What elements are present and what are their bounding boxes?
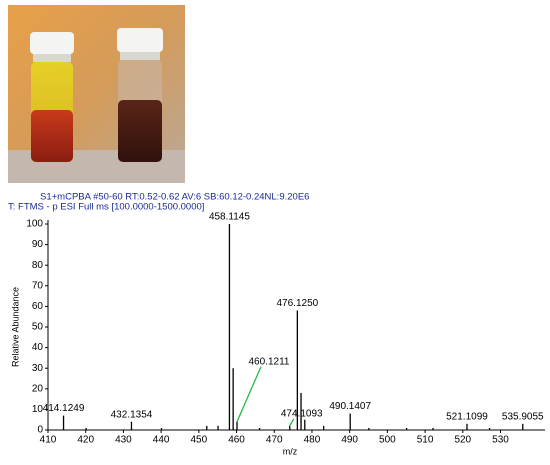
x-tick-label: 510	[417, 435, 434, 446]
spectrum: S1+mCPBA #50-60 RT:0.52-0.62 AV:6 SB:60.…	[8, 192, 309, 457]
y-tick-label: 40	[32, 342, 44, 353]
y-tick-label: 0	[37, 425, 43, 436]
x-tick-label: 490	[341, 435, 358, 446]
x-tick-label: 470	[266, 435, 283, 446]
photo	[8, 5, 185, 183]
peak-label: 490.1407	[329, 401, 371, 412]
x-tick-label: 480	[304, 435, 321, 446]
x-tick-label: 500	[379, 435, 396, 446]
y-tick-label: 60	[32, 301, 44, 312]
y-tick-label: 10	[32, 404, 44, 415]
y-tick-label: 70	[32, 280, 44, 291]
x-tick-label: 460	[228, 435, 245, 446]
x-tick-label: 410	[40, 435, 57, 446]
leader-line	[289, 418, 295, 427]
peak-label: 474.1093	[281, 409, 323, 420]
peak-label: 460.1211	[249, 356, 290, 367]
y-tick-label: 80	[32, 260, 44, 271]
x-tick-label: 530	[492, 435, 509, 446]
x-tick-label: 430	[115, 435, 132, 446]
x-tick-label: 450	[190, 435, 207, 446]
peak-label: 432.1354	[111, 409, 153, 420]
x-axis-label: m/z	[283, 446, 298, 456]
peak-label: 414.1249	[43, 403, 85, 414]
x-tick-label: 420	[77, 435, 94, 446]
peak-label: 535.9055	[502, 411, 544, 422]
peak-label: 521.1099	[446, 411, 488, 422]
leader-line	[236, 366, 262, 423]
chart-title: S1+mCPBA #50-60 RT:0.52-0.62 AV:6 SB:60.…	[40, 192, 309, 203]
x-tick-label: 440	[153, 435, 170, 446]
y-tick-label: 30	[32, 363, 44, 374]
y-tick-label: 90	[32, 239, 44, 250]
y-tick-label: 20	[32, 383, 44, 394]
y-tick-label: 50	[32, 322, 44, 333]
chart-subtitle: T: FTMS - p ESI Full ms [100.0000-1500.0…	[8, 202, 204, 213]
y-tick-label: 100	[26, 219, 43, 230]
peak-label: 476.1250	[276, 298, 318, 309]
x-tick-label: 520	[454, 435, 471, 446]
peak-label: 458.1145	[209, 212, 250, 223]
y-axis-label: Relative Abundance	[10, 287, 20, 367]
